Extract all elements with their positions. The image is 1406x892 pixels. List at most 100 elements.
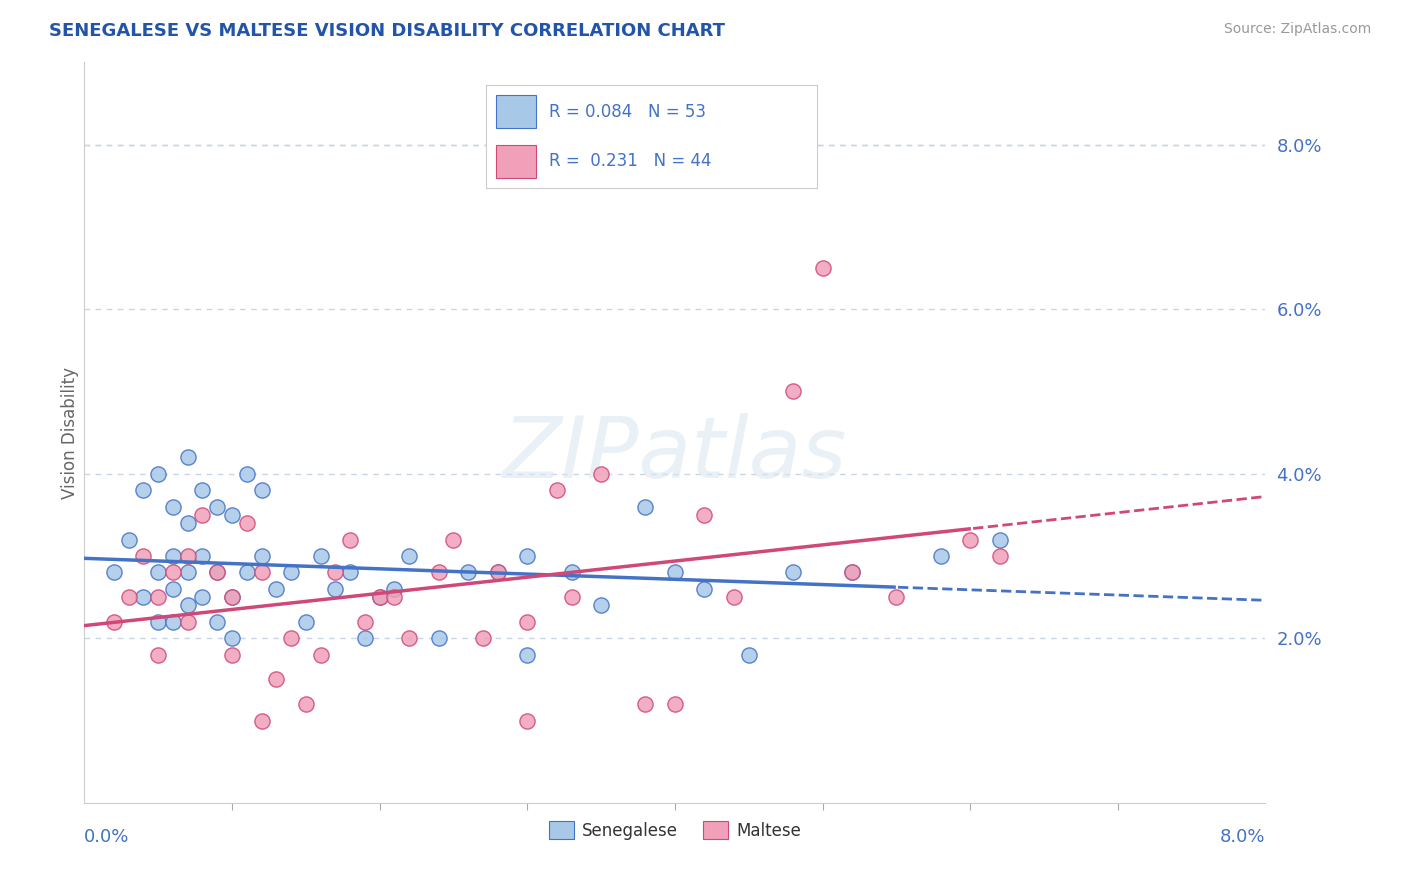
Point bbox=[561, 590, 583, 604]
Text: SENEGALESE VS MALTESE VISION DISABILITY CORRELATION CHART: SENEGALESE VS MALTESE VISION DISABILITY … bbox=[49, 22, 725, 40]
Point bbox=[368, 590, 391, 604]
Point bbox=[443, 533, 465, 547]
Point bbox=[207, 566, 229, 580]
Y-axis label: Vision Disability: Vision Disability bbox=[62, 367, 80, 499]
Point bbox=[162, 549, 184, 563]
Point bbox=[693, 582, 716, 596]
Point bbox=[516, 648, 538, 662]
Point bbox=[250, 566, 273, 580]
Point bbox=[162, 500, 184, 514]
Point bbox=[148, 590, 170, 604]
Point bbox=[472, 632, 495, 646]
Point bbox=[162, 615, 184, 629]
Point bbox=[841, 566, 863, 580]
Point bbox=[264, 582, 288, 596]
Point bbox=[516, 714, 538, 728]
Point bbox=[235, 516, 259, 530]
Point bbox=[103, 566, 125, 580]
Point bbox=[634, 500, 657, 514]
Point bbox=[191, 590, 214, 604]
Point bbox=[191, 549, 214, 563]
Point bbox=[427, 632, 450, 646]
Point bbox=[177, 599, 200, 613]
Point bbox=[132, 590, 155, 604]
Point bbox=[191, 483, 214, 498]
Point bbox=[221, 648, 243, 662]
Point bbox=[118, 533, 141, 547]
Point bbox=[250, 549, 273, 563]
Point bbox=[207, 566, 229, 580]
Point bbox=[207, 615, 229, 629]
Point bbox=[693, 508, 716, 522]
Point bbox=[280, 632, 302, 646]
Point bbox=[250, 483, 273, 498]
Point bbox=[561, 566, 583, 580]
Point bbox=[177, 566, 200, 580]
Point bbox=[782, 566, 804, 580]
Point bbox=[325, 582, 347, 596]
Point bbox=[841, 566, 863, 580]
Point bbox=[354, 615, 377, 629]
Point bbox=[309, 648, 332, 662]
Point bbox=[221, 590, 243, 604]
Point bbox=[148, 615, 170, 629]
Point bbox=[486, 566, 509, 580]
Point bbox=[427, 566, 450, 580]
Point bbox=[235, 467, 259, 481]
Point bbox=[354, 632, 377, 646]
Point bbox=[264, 673, 288, 687]
Point bbox=[177, 450, 200, 465]
Point bbox=[339, 533, 361, 547]
Point bbox=[988, 549, 1011, 563]
Point bbox=[221, 632, 243, 646]
Point bbox=[664, 566, 686, 580]
Point bbox=[325, 566, 347, 580]
Point bbox=[368, 590, 391, 604]
Point bbox=[177, 549, 200, 563]
Point bbox=[634, 697, 657, 711]
Point bbox=[457, 566, 479, 580]
Point bbox=[235, 566, 259, 580]
Point bbox=[886, 590, 908, 604]
Point bbox=[295, 697, 318, 711]
Point bbox=[398, 632, 420, 646]
Point bbox=[516, 549, 538, 563]
Text: 8.0%: 8.0% bbox=[1220, 828, 1265, 846]
Point bbox=[177, 615, 200, 629]
Legend: Senegalese, Maltese: Senegalese, Maltese bbox=[541, 814, 808, 847]
Point bbox=[148, 648, 170, 662]
Point bbox=[221, 508, 243, 522]
Point bbox=[280, 566, 302, 580]
Point bbox=[132, 483, 155, 498]
Point bbox=[384, 590, 406, 604]
Point bbox=[177, 516, 200, 530]
Point bbox=[738, 648, 761, 662]
Point bbox=[221, 590, 243, 604]
Point bbox=[929, 549, 952, 563]
Point bbox=[162, 566, 184, 580]
Point bbox=[591, 467, 613, 481]
Point bbox=[148, 467, 170, 481]
Point bbox=[295, 615, 318, 629]
Point bbox=[191, 508, 214, 522]
Point bbox=[782, 384, 804, 399]
Point bbox=[132, 549, 155, 563]
Text: ZIPatlas: ZIPatlas bbox=[503, 413, 846, 496]
Text: 0.0%: 0.0% bbox=[84, 828, 129, 846]
Point bbox=[811, 261, 834, 276]
Point bbox=[988, 533, 1011, 547]
Point bbox=[486, 566, 509, 580]
Point bbox=[207, 500, 229, 514]
Point bbox=[959, 533, 981, 547]
Point bbox=[546, 483, 568, 498]
Point bbox=[162, 582, 184, 596]
Point bbox=[148, 566, 170, 580]
Point bbox=[516, 615, 538, 629]
Point bbox=[398, 549, 420, 563]
Point bbox=[339, 566, 361, 580]
Point bbox=[723, 590, 745, 604]
Point bbox=[309, 549, 332, 563]
Point bbox=[118, 590, 141, 604]
Point bbox=[250, 714, 273, 728]
Point bbox=[103, 615, 125, 629]
